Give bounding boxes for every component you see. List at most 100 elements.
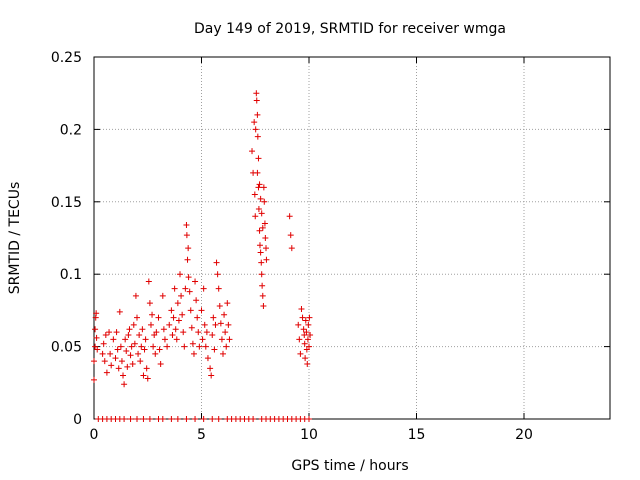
data-point [124, 363, 131, 370]
y-tick-label: 0.05 [51, 340, 82, 356]
data-point [121, 381, 128, 388]
grid [94, 57, 610, 419]
data-point [200, 285, 207, 292]
data-point [180, 329, 187, 336]
data-point [260, 303, 267, 310]
data-point [142, 336, 149, 343]
data-point [263, 245, 269, 252]
data-point [186, 288, 193, 295]
data-point [137, 358, 144, 365]
data-point [226, 336, 233, 343]
data-point [249, 148, 256, 155]
data-point [161, 336, 168, 343]
data-point [195, 329, 202, 336]
data-point [185, 274, 192, 281]
data-point [259, 282, 266, 289]
data-point [214, 271, 221, 278]
data-point [110, 336, 117, 343]
data-point [116, 308, 123, 315]
data-point [302, 355, 309, 362]
data-point [202, 343, 209, 350]
axes-ticks: 0 5 10 15 20 0 0.05 0.1 0.15 0.2 0.25 [51, 50, 610, 443]
data-point [225, 321, 232, 328]
data-point [295, 321, 302, 328]
data-point [150, 343, 157, 350]
data-point [187, 307, 194, 314]
data-point [254, 111, 261, 118]
data-point [171, 285, 178, 292]
data-point [100, 340, 107, 347]
data-point [115, 365, 122, 372]
data-point [117, 343, 124, 350]
data-point [120, 372, 127, 379]
data-point [179, 311, 186, 318]
data-point [126, 326, 133, 333]
data-point [210, 314, 217, 321]
data-point [184, 256, 191, 263]
data-point [207, 365, 214, 372]
data-point [250, 416, 257, 422]
data-point [297, 350, 304, 357]
data-point [129, 360, 136, 367]
y-tick-label: 0.15 [51, 195, 82, 211]
data-point [135, 350, 142, 357]
data-point [306, 343, 312, 350]
data-point [168, 307, 175, 314]
data-point [168, 416, 175, 422]
y-tick-label: 0.1 [60, 267, 82, 283]
data-point [215, 285, 222, 292]
data-point [252, 126, 259, 133]
data-point [139, 326, 146, 333]
data-point [259, 224, 266, 231]
data-point [175, 317, 182, 324]
data-point [288, 245, 295, 252]
data-point [193, 297, 200, 304]
data-point [220, 350, 226, 357]
data-point [123, 347, 130, 354]
data-point [141, 346, 148, 353]
data-point [258, 271, 265, 278]
data-point [255, 184, 262, 191]
data-point [208, 372, 215, 379]
data-point [156, 346, 163, 353]
data-point [199, 336, 206, 343]
data-point [258, 210, 265, 217]
data-point [178, 292, 185, 299]
data-point [140, 372, 147, 379]
data-point [254, 133, 261, 140]
data-point [185, 245, 192, 252]
y-tick-label: 0.2 [60, 122, 82, 138]
data-point [183, 416, 190, 422]
data-point [134, 314, 140, 321]
data-point [138, 343, 145, 350]
data-point [159, 292, 166, 299]
data-point [257, 195, 264, 202]
data-point [103, 369, 110, 376]
data-point [127, 352, 134, 359]
data-point [160, 326, 167, 333]
x-tick-label: 10 [300, 427, 318, 443]
data-point [182, 285, 189, 292]
data-point [130, 321, 137, 328]
data-point [256, 227, 263, 234]
data-point [304, 336, 311, 343]
data-point [261, 220, 268, 227]
data-point [140, 416, 147, 422]
data-point [261, 198, 268, 205]
data-point [93, 310, 100, 317]
data-point [301, 340, 308, 347]
data-point [212, 321, 219, 328]
data-point [152, 350, 159, 357]
x-tick-label: 20 [515, 427, 533, 443]
chart-title: Day 149 of 2019, SRMTID for receiver wmg… [194, 21, 506, 37]
data-point [173, 336, 180, 343]
data-point [94, 346, 101, 353]
data-point [174, 416, 181, 422]
data-point [147, 321, 154, 328]
data-point [287, 232, 294, 239]
data-point [296, 336, 303, 343]
data-point [222, 329, 229, 336]
data-point [305, 321, 312, 328]
data-point [302, 317, 309, 324]
